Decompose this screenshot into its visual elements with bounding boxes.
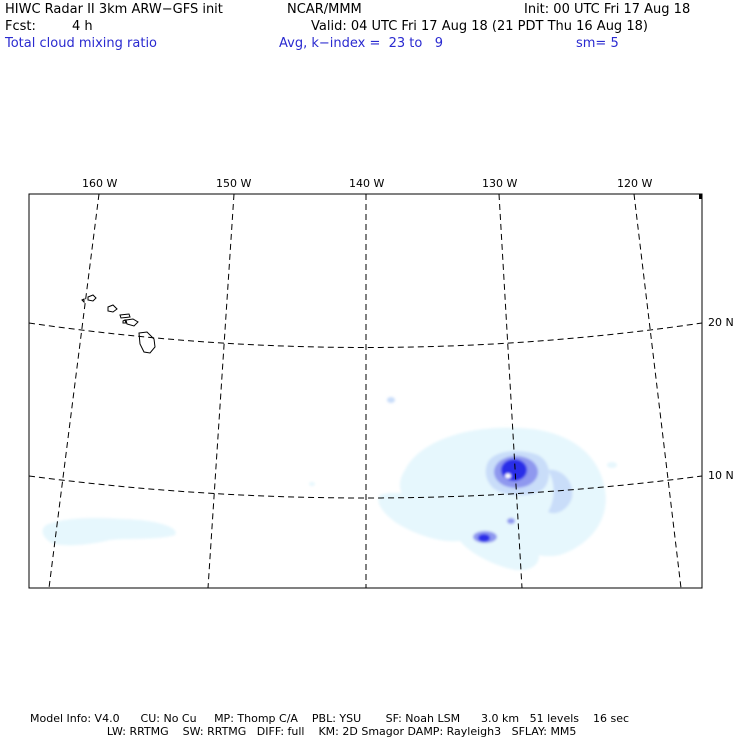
meridian-120w: [633, 194, 682, 588]
meridian-130w: [498, 194, 523, 588]
cloud-cell-east: [607, 462, 617, 468]
cloud-cell-mid: [309, 482, 315, 486]
valid-time: Valid: 04 UTC Fri 17 Aug 18 (21 PDT Thu …: [311, 19, 648, 34]
organization-label: NCAR/MMM: [287, 2, 362, 17]
model-info-line-1: Model Info: V4.0 CU: No Cu MP: Thomp C/A…: [30, 712, 630, 725]
map-frame: [28, 193, 703, 589]
frame-corner-mark: [699, 194, 702, 199]
storm-eye: [505, 473, 511, 479]
lon-label-140w: 140 W: [349, 177, 384, 190]
init-time: Init: 00 UTC Fri 17 Aug 18: [524, 2, 691, 17]
cloud-mid-arc: [548, 469, 573, 514]
lat-label-20n: 20 N: [708, 316, 734, 329]
island-molokai: [119, 313, 131, 319]
model-title: HIWC Radar II 3km ARW−GFS init: [5, 2, 223, 17]
model-info-line-2: LW: RRTMG SW: RRTMG DIFF: full KM: 2D Sm…: [30, 725, 577, 738]
forecast-label: Fcst:: [5, 19, 36, 34]
cloud-cell-south-2: [507, 518, 515, 524]
cloud-core: [501, 459, 527, 481]
meridian-150w: [207, 194, 235, 588]
level-range: Avg, k−index = 23 to 9: [279, 36, 444, 51]
cloud-field: [42, 397, 617, 571]
cloud-light-south: [455, 518, 539, 571]
island-lanai: [122, 319, 127, 324]
island-niihau: [81, 298, 85, 304]
lon-label-120w: 120 W: [617, 177, 652, 190]
lon-label-150w: 150 W: [216, 177, 251, 190]
forecast-hours: 4 h: [72, 19, 93, 34]
graticule: [29, 194, 702, 588]
cloud-light-tail: [378, 492, 471, 542]
cloud-cell-south-core: [478, 534, 490, 542]
cloud-west-band: [42, 517, 176, 546]
lat-label-10n: 10 N: [708, 469, 734, 482]
island-oahu: [107, 304, 118, 313]
meridian-160w: [48, 194, 100, 588]
island-maui: [125, 318, 139, 327]
lon-label-160w: 160 W: [82, 177, 117, 190]
cloud-cell-north: [387, 397, 395, 403]
island-kauai: [87, 294, 97, 302]
lon-label-130w: 130 W: [482, 177, 517, 190]
smoothing-value: sm= 5: [576, 36, 619, 51]
field-name: Total cloud mixing ratio: [5, 36, 158, 51]
